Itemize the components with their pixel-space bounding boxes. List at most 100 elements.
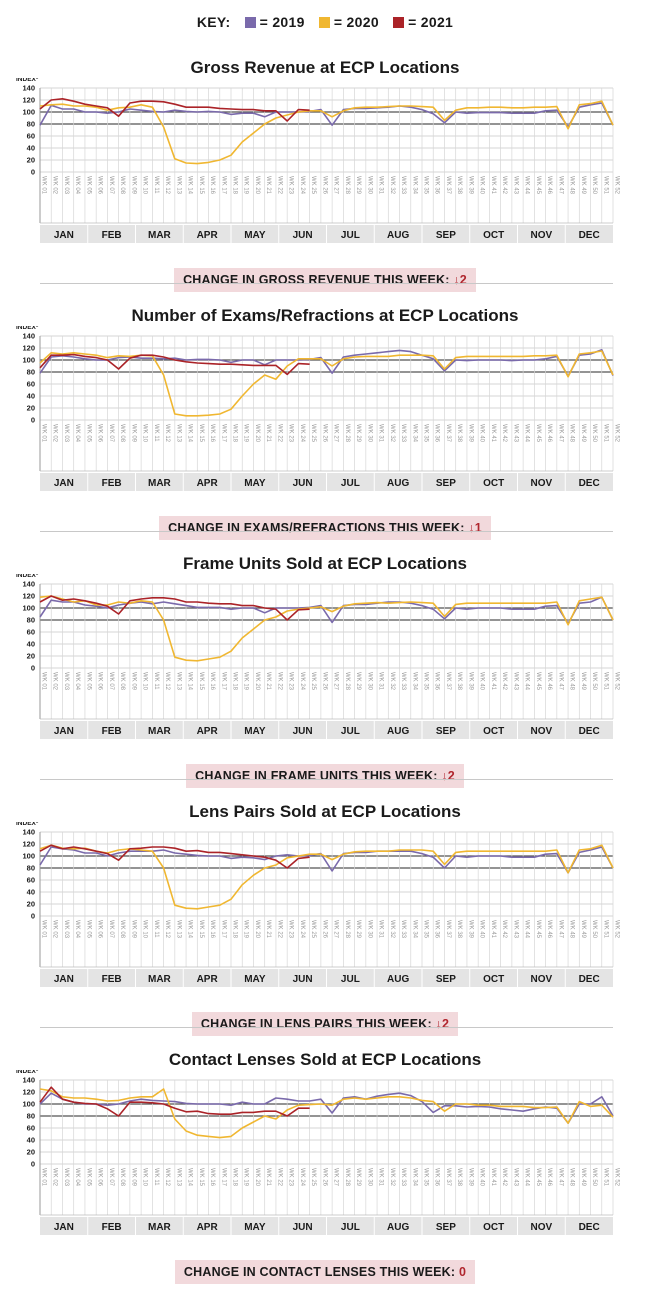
month-label: APR [197,974,219,985]
x-tick-label: WK 08 [119,176,125,195]
y-tick-label: 40 [27,1136,35,1145]
x-tick-label: WK 46 [546,672,552,691]
x-tick-label: WK 52 [614,672,620,691]
change-value: 0 [458,1265,467,1279]
chart-title: Number of Exams/Refractions at ECP Locat… [131,306,519,325]
x-tick-label: WK 18 [232,672,238,691]
x-tick-label: WK 13 [175,176,181,195]
x-tick-label: WK 17 [220,1168,226,1187]
x-tick-label: WK 40 [479,1168,485,1187]
change-box-content: CHANGE IN FRAME UNITS THIS WEEK: ↓2 [186,764,464,788]
legend-swatch-2021 [393,17,405,28]
section-divider [40,779,613,780]
y-tick-label: 60 [27,628,35,637]
x-tick-label: WK 28 [344,176,350,195]
chart-title: Frame Units Sold at ECP Locations [182,554,468,573]
x-tick-label: WK 10 [142,672,148,691]
x-tick-label: WK 19 [243,920,249,939]
x-tick-label: WK 16 [209,672,215,691]
section-divider [40,283,613,284]
x-tick-label: WK 34 [411,1168,417,1187]
x-tick-label: WK 03 [63,424,69,443]
x-tick-label: WK 49 [580,1168,586,1187]
x-tick-label: WK 23 [288,1168,294,1187]
y-tick-label: 40 [27,640,35,649]
month-label: MAR [148,974,172,985]
x-tick-label: WK 46 [546,176,552,195]
x-tick-label: WK 50 [591,1168,597,1187]
x-tick-label: WK 13 [175,424,181,443]
x-tick-label: WK 39 [467,1168,473,1187]
series-line-2021 [39,844,310,869]
y-tick-label: 0 [31,664,35,673]
x-tick-label: WK 32 [389,672,395,691]
y-tick-label: 80 [27,368,35,377]
x-tick-label: WK 02 [52,424,58,443]
y-tick-label: 60 [27,876,35,885]
x-tick-label: WK 40 [479,672,485,691]
x-tick-label: WK 36 [434,176,440,195]
x-tick-label: WK 05 [85,1168,91,1187]
x-tick-label: WK 52 [614,424,620,443]
x-tick-label: WK 22 [276,920,282,939]
legend-key-label: KEY: [196,14,231,30]
x-tick-label: WK 03 [63,1168,69,1187]
month-label: NOV [531,1222,553,1233]
month-label: OCT [483,726,504,737]
line-chart: INDEX* 0 20 40 60 80 100 120 140 WK 01 WK 02 WK 03 W… [16,78,620,243]
month-label: JUL [341,1222,360,1233]
x-tick-label: WK 25 [310,176,316,195]
y-tick-label: 0 [31,168,35,177]
x-tick-label: WK 43 [512,1168,518,1187]
x-tick-label: WK 09 [130,672,136,691]
legend-label-2019: = 2019 [259,14,305,30]
x-tick-label: WK 38 [456,1168,462,1187]
x-tick-label: WK 01 [41,176,47,195]
x-tick-label: WK 17 [220,672,226,691]
x-tick-label: WK 47 [557,672,563,691]
x-tick-label: WK 05 [85,920,91,939]
month-label: MAR [148,1222,172,1233]
x-tick-label: WK 36 [434,1168,440,1187]
x-tick-label: WK 37 [445,176,451,195]
down-arrow-icon: ↓ [441,769,448,783]
x-tick-label: WK 10 [142,920,148,939]
x-tick-label: WK 50 [591,424,597,443]
x-tick-label: WK 16 [209,176,215,195]
x-tick-label: WK 51 [602,1168,608,1187]
x-tick-label: WK 22 [276,424,282,443]
change-label: CHANGE IN LENS PAIRS THIS WEEK: [200,1017,436,1031]
y-tick-label: 120 [22,344,35,353]
x-tick-label: WK 29 [355,920,361,939]
x-tick-label: WK 13 [175,920,181,939]
x-tick-label: WK 35 [423,176,429,195]
x-tick-label: WK 39 [467,176,473,195]
x-tick-label: WK 27 [333,920,339,939]
x-tick-label: WK 35 [423,920,429,939]
x-tick-label: WK 12 [164,1168,170,1187]
change-label: CHANGE IN FRAME UNITS THIS WEEK: [195,769,442,783]
x-tick-label: WK 06 [97,424,103,443]
x-tick-label: WK 24 [299,424,305,443]
month-label: JUN [293,1222,313,1233]
x-tick-label: WK 44 [524,176,530,195]
x-tick-label: WK 15 [198,920,204,939]
x-tick-label: WK 15 [198,672,204,691]
x-tick-label: WK 24 [299,176,305,195]
x-tick-label: WK 48 [569,1168,575,1187]
series-line-2021 [39,595,310,621]
x-tick-label: WK 01 [41,920,47,939]
x-tick-label: WK 47 [557,920,563,939]
x-tick-label: WK 36 [434,672,440,691]
x-tick-label: WK 41 [490,920,496,939]
section-divider [40,1027,613,1028]
x-tick-label: WK 09 [130,1168,136,1187]
month-label: FEB [102,478,122,489]
x-tick-label: WK 14 [187,176,193,195]
month-label: OCT [483,974,504,985]
month-label: JAN [54,726,74,737]
x-tick-label: WK 44 [524,1168,530,1187]
x-tick-label: WK 06 [97,672,103,691]
y-tick-label: 140 [22,332,35,341]
x-tick-label: WK 31 [378,920,384,939]
